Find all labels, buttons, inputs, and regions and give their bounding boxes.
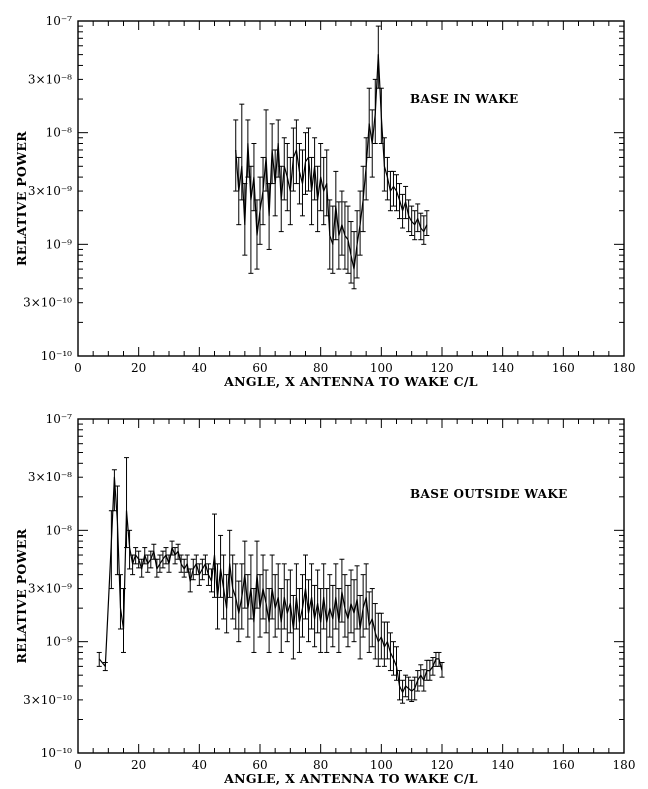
error-bar [315,569,321,634]
error-bar [378,612,384,660]
x-tick-label: 120 [431,758,454,772]
y-tick-label: 3×10⁻⁹ [28,184,72,198]
error-bar [424,210,430,236]
x-tick-label: 60 [252,758,267,772]
error-bar [339,190,345,256]
y-tick-label: 10⁻⁸ [46,523,73,537]
error-bar [266,183,272,250]
error-bar [354,565,360,630]
x-axis-title: ANGLE, X ANTENNA TO WAKE C/L [223,771,478,786]
error-bar [293,563,299,630]
error-bar [384,621,390,660]
plot-frame [77,20,625,357]
error-bar [172,547,178,565]
x-tick-label: 40 [192,758,207,772]
error-bar [366,87,372,158]
y-tick-label: 3×10⁻¹⁰ [23,693,72,707]
error-bar [281,563,287,630]
x-tick-label: 140 [491,758,514,772]
x-tick-label: 100 [370,758,393,772]
error-bar [390,170,396,207]
y-tick-label: 10⁻¹⁰ [41,349,72,363]
data-series [96,457,445,704]
error-bar [287,569,293,634]
error-bar [303,554,308,620]
error-bar [321,563,327,630]
x-tick-label: 0 [74,758,82,772]
chart-base-in-wake: 0 20 40 60 80 100 120 140 160 180 10⁻¹⁰ 3×10⁻¹⁰ 10⁻⁹… [14,14,635,389]
error-bar [339,558,345,623]
x-tick-label: 80 [313,758,328,772]
error-bar [309,563,315,630]
y-axis-title: RELATIVE POWER [14,528,29,663]
error-bar [348,569,354,634]
x-tick-label: 60 [252,361,267,375]
x-tick-label: 0 [74,361,82,375]
x-axis-title: ANGLE, X ANTENNA TO WAKE C/L [223,374,478,389]
chart-base-outside-wake: 0 20 40 60 80 100 120 140 160 180 10⁻¹⁰ 3×10⁻¹⁰ 10⁻⁹… [14,412,635,786]
x-tick-label: 100 [370,361,393,375]
error-bar [218,534,224,598]
y-tick-label: 10⁻⁷ [46,412,73,426]
error-bar [275,563,281,630]
chart-annotation: BASE OUTSIDE WAKE [410,487,568,501]
error-bar [360,574,366,638]
y-tick-label: 3×10⁻⁸ [28,470,72,484]
x-tick-label: 180 [613,361,636,375]
error-bar [415,203,421,233]
x-tick-label: 140 [491,361,514,375]
data-series [233,25,430,290]
y-tick-label: 3×10⁻⁸ [28,72,72,86]
error-bar [260,554,266,620]
x-tick-label: 180 [613,758,636,772]
y-tick-label: 3×10⁻⁹ [28,582,72,596]
y-axis-title: RELATIVE POWER [14,131,29,266]
x-tick-label: 40 [192,361,207,375]
y-tick-label: 10⁻⁹ [46,635,73,649]
x-tick-label: 20 [131,361,146,375]
error-bar [351,231,357,290]
error-bar [369,588,375,648]
y-tick-label: 3×10⁻¹⁰ [23,296,72,310]
x-tick-label: 160 [552,758,575,772]
chart-annotation: BASE IN WAKE [410,92,519,106]
error-bar [363,563,369,630]
error-bar [248,554,254,620]
error-bar [333,563,339,630]
x-tick-label: 80 [313,361,328,375]
error-bar [421,215,427,245]
series-line [98,476,443,694]
error-bar [269,554,275,620]
y-tick-label: 10⁻⁸ [46,126,73,140]
y-tick-label: 10⁻⁹ [46,237,73,251]
x-tick-label: 160 [552,361,575,375]
x-tick-label: 20 [131,758,146,772]
series-line [235,53,428,270]
x-tick-label: 120 [431,361,454,375]
y-tick-label: 10⁻¹⁰ [41,746,72,760]
y-tick-label: 10⁻⁷ [46,14,73,28]
error-bar [327,574,333,638]
